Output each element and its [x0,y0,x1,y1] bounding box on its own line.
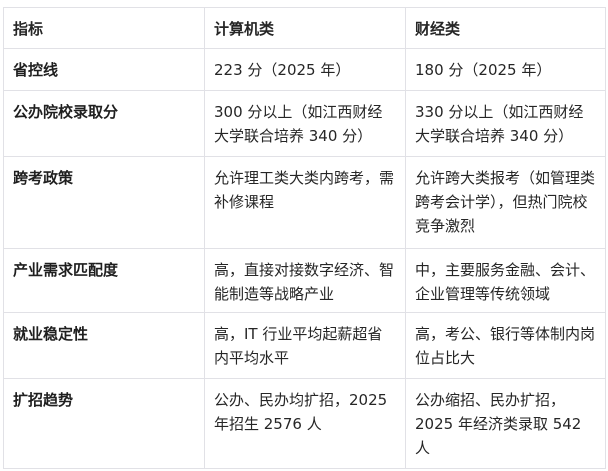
table-header-row: 指标 计算机类 财经类 [3,7,606,49]
header-finance: 财经类 [405,7,606,49]
cell-computer: 223 分（2025 年） [204,48,406,91]
row-label: 扩招趋势 [3,378,205,469]
header-computer: 计算机类 [204,7,406,49]
cell-finance: 180 分（2025 年） [405,48,606,91]
table-row: 产业需求匹配度 高，直接对接数字经济、智能制造等战略产业 中，主要服务金融、会计… [3,248,606,313]
cell-computer: 高，直接对接数字经济、智能制造等战略产业 [204,248,406,313]
cell-computer: 公办、民办均扩招，2025 年招生 2576 人 [204,378,406,469]
cell-finance: 中，主要服务金融、会计、企业管理等传统领域 [405,248,606,313]
cell-computer: 300 分以上（如江西财经大学联合培养 340 分） [204,90,406,157]
table-row: 公办院校录取分 300 分以上（如江西财经大学联合培养 340 分） 330 分… [3,90,606,157]
cell-finance: 公办缩招、民办扩招，2025 年经济类录取 542 人 [405,378,606,469]
cell-finance: 330 分以上（如江西财经大学联合培养 340 分） [405,90,606,157]
table-row: 扩招趋势 公办、民办均扩招，2025 年招生 2576 人 公办缩招、民办扩招，… [3,378,606,469]
cell-finance: 高，考公、银行等体制内岗位占比大 [405,312,606,379]
cell-computer: 允许理工类大类内跨考，需补修课程 [204,156,406,249]
row-label: 省控线 [3,48,205,91]
table-row: 跨考政策 允许理工类大类内跨考，需补修课程 允许跨大类报考（如管理类跨考会计学）… [3,156,606,249]
table-row: 省控线 223 分（2025 年） 180 分（2025 年） [3,48,606,91]
cell-computer: 高，IT 行业平均起薪超省内平均水平 [204,312,406,379]
cell-finance: 允许跨大类报考（如管理类跨考会计学），但热门院校竞争激烈 [405,156,606,249]
table-row: 就业稳定性 高，IT 行业平均起薪超省内平均水平 高，考公、银行等体制内岗位占比… [3,312,606,379]
row-label: 就业稳定性 [3,312,205,379]
header-indicator: 指标 [3,7,205,49]
row-label: 跨考政策 [3,156,205,249]
row-label: 产业需求匹配度 [3,248,205,313]
comparison-table: 指标 计算机类 财经类 省控线 223 分（2025 年） 180 分（2025… [3,7,606,469]
row-label: 公办院校录取分 [3,90,205,157]
